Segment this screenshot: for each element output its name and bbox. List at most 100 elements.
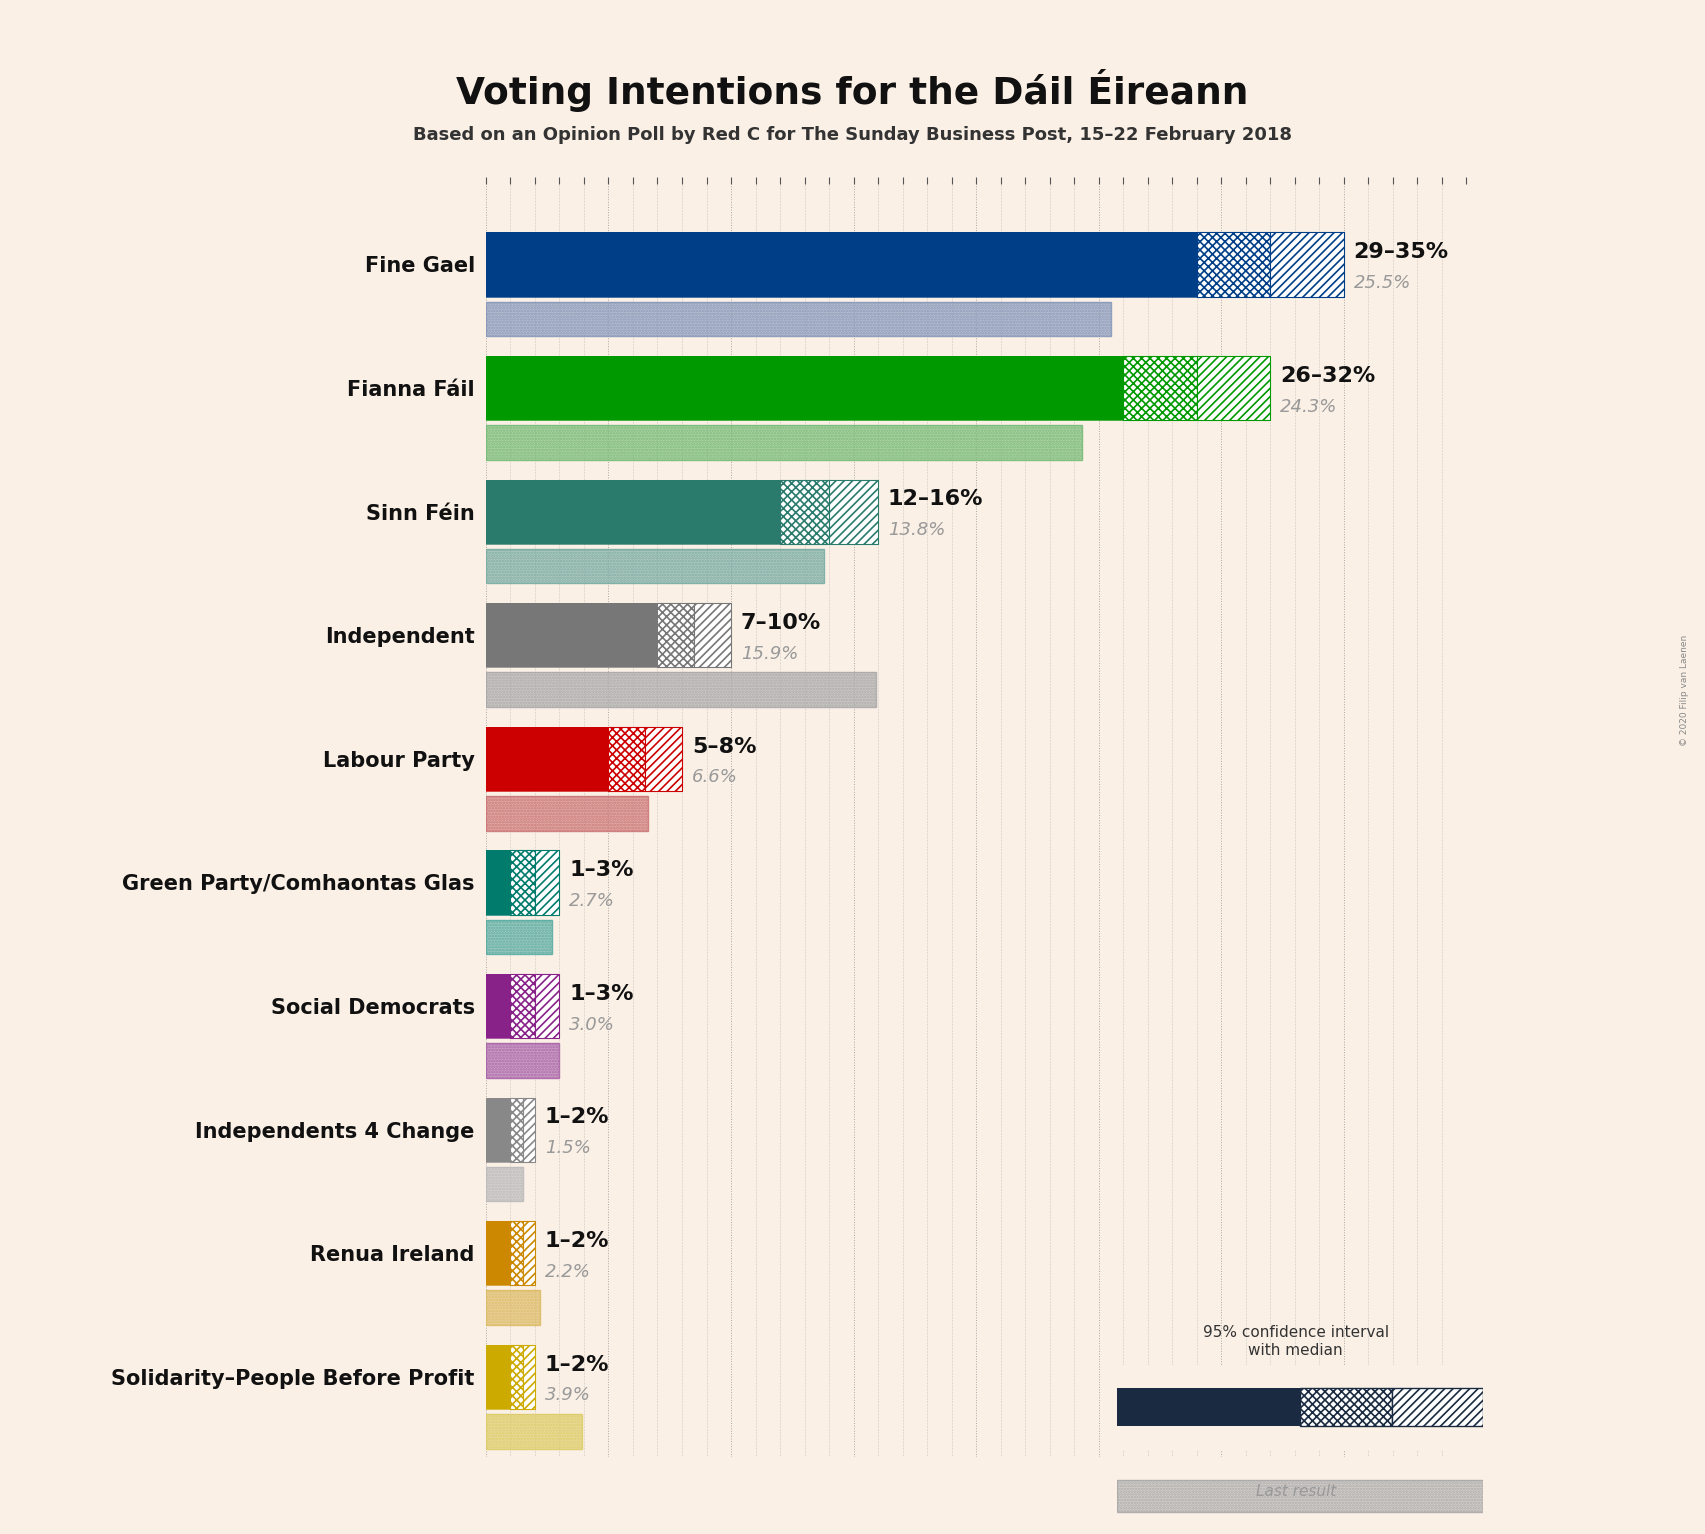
Bar <box>1270 232 1344 296</box>
Bar <box>535 974 559 1039</box>
Bar <box>1391 1388 1483 1427</box>
Text: 1–3%: 1–3% <box>569 983 634 1003</box>
Bar <box>1117 1388 1299 1427</box>
Bar <box>1197 356 1270 420</box>
Text: 12–16%: 12–16% <box>888 489 984 509</box>
Bar <box>486 1414 581 1448</box>
Bar <box>486 302 1112 336</box>
Text: 95% confidence interval
with median: 95% confidence interval with median <box>1202 1325 1390 1358</box>
Text: 29–35%: 29–35% <box>1354 242 1449 262</box>
Text: 3.0%: 3.0% <box>569 1016 616 1034</box>
Bar <box>486 356 1124 420</box>
Bar <box>658 603 694 667</box>
Bar <box>1299 1388 1391 1427</box>
Bar <box>510 1098 523 1161</box>
Bar <box>523 1345 535 1410</box>
Bar <box>486 974 510 1039</box>
Bar <box>829 480 878 543</box>
Bar <box>486 727 609 792</box>
Text: 1–2%: 1–2% <box>544 1108 609 1127</box>
Bar <box>1124 356 1197 420</box>
Bar <box>510 974 535 1039</box>
Bar <box>523 1098 535 1161</box>
Text: 26–32%: 26–32% <box>1280 365 1376 385</box>
Bar <box>644 727 682 792</box>
Text: Last result: Last result <box>1255 1483 1337 1499</box>
Bar <box>486 919 552 954</box>
Bar <box>523 1098 535 1161</box>
Bar <box>486 302 1112 336</box>
Bar <box>609 727 644 792</box>
Bar <box>535 850 559 914</box>
Bar <box>486 1290 540 1325</box>
Bar <box>486 549 824 583</box>
Bar <box>486 425 1081 460</box>
Bar <box>486 603 658 667</box>
Bar <box>609 727 644 792</box>
Bar <box>486 1221 510 1285</box>
Bar <box>510 1098 523 1161</box>
Text: 1–3%: 1–3% <box>569 861 634 881</box>
Bar <box>486 1043 559 1078</box>
Bar <box>486 1290 540 1325</box>
Bar <box>510 1221 523 1285</box>
Bar <box>486 919 552 954</box>
Bar <box>510 850 535 914</box>
Text: © 2020 Filip van Laenen: © 2020 Filip van Laenen <box>1679 635 1690 746</box>
Text: 1–2%: 1–2% <box>544 1355 609 1374</box>
Bar <box>486 232 1197 296</box>
Bar <box>1299 1388 1391 1427</box>
Bar <box>510 974 535 1039</box>
Bar <box>486 1414 581 1448</box>
Text: 7–10%: 7–10% <box>740 614 822 634</box>
Bar <box>829 480 878 543</box>
Bar <box>486 1345 510 1410</box>
Bar <box>694 603 731 667</box>
Bar <box>510 1345 523 1410</box>
Bar <box>486 1167 523 1201</box>
Bar <box>523 1345 535 1410</box>
Bar <box>1270 232 1344 296</box>
Bar <box>1391 1388 1483 1427</box>
Text: 1–2%: 1–2% <box>544 1230 609 1250</box>
Bar <box>535 974 559 1039</box>
Text: 2.7%: 2.7% <box>569 893 616 910</box>
Text: 2.2%: 2.2% <box>544 1262 590 1281</box>
Bar <box>1197 356 1270 420</box>
Bar <box>486 1167 523 1201</box>
Bar <box>523 1221 535 1285</box>
Bar <box>510 850 535 914</box>
Bar <box>486 796 648 830</box>
Text: 3.9%: 3.9% <box>544 1387 590 1405</box>
Text: 5–8%: 5–8% <box>692 736 757 756</box>
Bar <box>486 1043 559 1078</box>
Text: 25.5%: 25.5% <box>1354 275 1412 291</box>
Bar <box>486 672 876 707</box>
Bar <box>535 850 559 914</box>
Bar <box>1117 1479 1483 1513</box>
Bar <box>1124 356 1197 420</box>
Bar <box>1197 232 1270 296</box>
Text: 15.9%: 15.9% <box>740 644 798 663</box>
Bar <box>486 480 779 543</box>
Bar <box>510 1221 523 1285</box>
Text: Based on an Opinion Poll by Red C for The Sunday Business Post, 15–22 February 2: Based on an Opinion Poll by Red C for Th… <box>413 126 1292 144</box>
Bar <box>486 425 1081 460</box>
Bar <box>486 549 824 583</box>
Bar <box>486 1098 510 1161</box>
Text: 13.8%: 13.8% <box>888 522 945 538</box>
Bar <box>486 850 510 914</box>
Bar <box>1197 232 1270 296</box>
Bar <box>486 672 876 707</box>
Bar <box>779 480 829 543</box>
Text: Voting Intentions for the Dáil Éireann: Voting Intentions for the Dáil Éireann <box>457 69 1248 112</box>
Bar <box>523 1221 535 1285</box>
Text: 24.3%: 24.3% <box>1280 397 1337 416</box>
Bar <box>779 480 829 543</box>
Bar <box>1117 1479 1483 1513</box>
Bar <box>694 603 731 667</box>
Bar <box>486 796 648 830</box>
Text: 6.6%: 6.6% <box>692 769 738 787</box>
Bar <box>510 1345 523 1410</box>
Text: 1.5%: 1.5% <box>544 1140 590 1157</box>
